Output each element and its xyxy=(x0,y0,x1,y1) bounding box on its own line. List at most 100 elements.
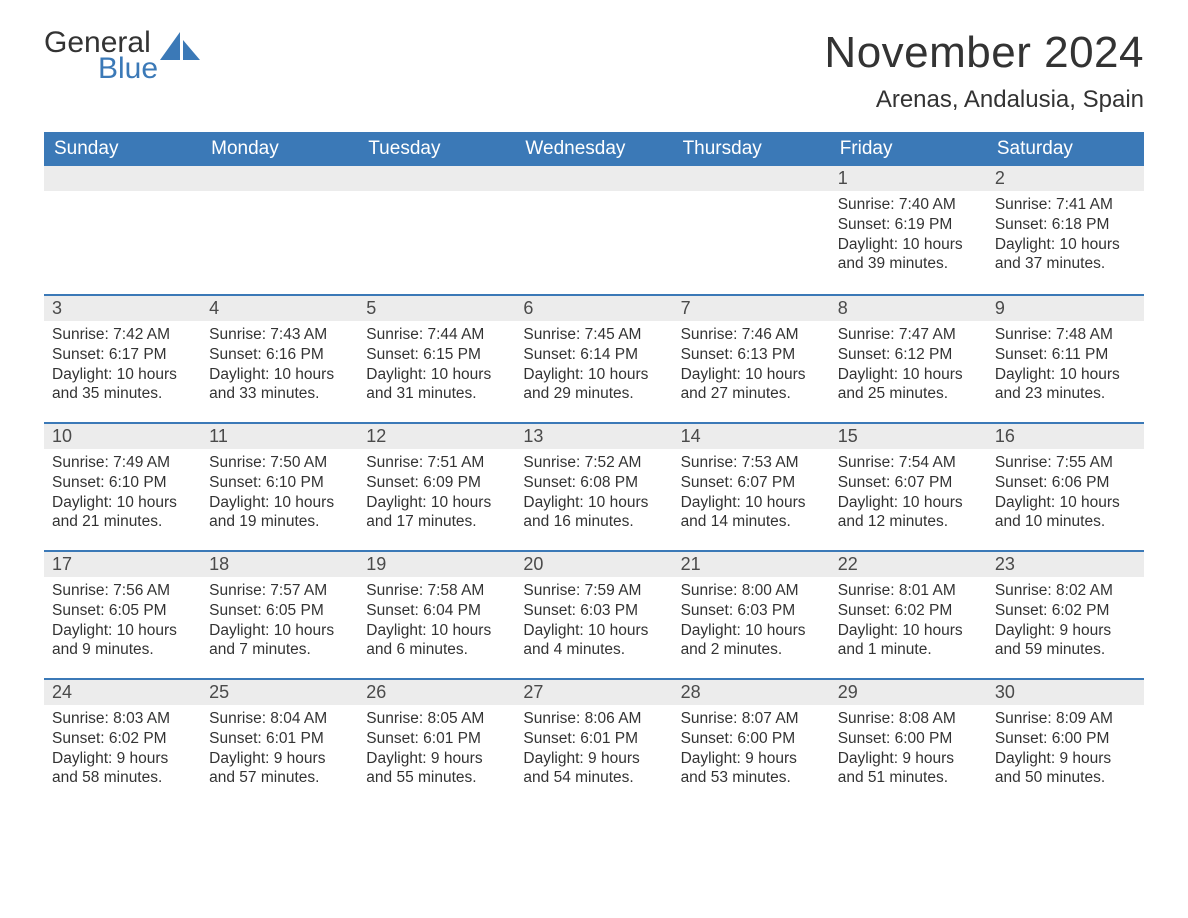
calendar-cell: 11Sunrise: 7:50 AMSunset: 6:10 PMDayligh… xyxy=(201,422,358,550)
calendar-cell xyxy=(515,166,672,294)
calendar-row: 17Sunrise: 7:56 AMSunset: 6:05 PMDayligh… xyxy=(44,550,1144,678)
day-number-bar: 7 xyxy=(673,294,830,321)
day-number-bar: 10 xyxy=(44,422,201,449)
sunrise-text: Sunrise: 8:07 AM xyxy=(681,709,822,729)
calendar-cell: 1Sunrise: 7:40 AMSunset: 6:19 PMDaylight… xyxy=(830,166,987,294)
sunset-text: Sunset: 6:02 PM xyxy=(52,729,193,749)
daylight-text: Daylight: 9 hours and 51 minutes. xyxy=(838,749,979,789)
day-details: Sunrise: 7:45 AMSunset: 6:14 PMDaylight:… xyxy=(515,321,672,412)
sunset-text: Sunset: 6:02 PM xyxy=(838,601,979,621)
sunrise-text: Sunrise: 7:55 AM xyxy=(995,453,1136,473)
calendar-cell: 19Sunrise: 7:58 AMSunset: 6:04 PMDayligh… xyxy=(358,550,515,678)
weekday-header: Thursday xyxy=(673,132,830,166)
sunset-text: Sunset: 6:08 PM xyxy=(523,473,664,493)
sunset-text: Sunset: 6:00 PM xyxy=(995,729,1136,749)
daylight-text: Daylight: 10 hours and 12 minutes. xyxy=(838,493,979,533)
day-details: Sunrise: 7:51 AMSunset: 6:09 PMDaylight:… xyxy=(358,449,515,540)
daylight-text: Daylight: 9 hours and 57 minutes. xyxy=(209,749,350,789)
sunrise-text: Sunrise: 8:08 AM xyxy=(838,709,979,729)
day-number-bar: 22 xyxy=(830,550,987,577)
sunrise-text: Sunrise: 7:51 AM xyxy=(366,453,507,473)
daylight-text: Daylight: 9 hours and 54 minutes. xyxy=(523,749,664,789)
sunrise-text: Sunrise: 7:52 AM xyxy=(523,453,664,473)
day-details: Sunrise: 7:54 AMSunset: 6:07 PMDaylight:… xyxy=(830,449,987,540)
calendar-cell: 27Sunrise: 8:06 AMSunset: 6:01 PMDayligh… xyxy=(515,678,672,806)
sunrise-text: Sunrise: 7:49 AM xyxy=(52,453,193,473)
daylight-text: Daylight: 10 hours and 33 minutes. xyxy=(209,365,350,405)
day-number-bar xyxy=(44,166,201,191)
day-details: Sunrise: 7:55 AMSunset: 6:06 PMDaylight:… xyxy=(987,449,1144,540)
sunset-text: Sunset: 6:04 PM xyxy=(366,601,507,621)
calendar-cell xyxy=(201,166,358,294)
day-number-bar: 4 xyxy=(201,294,358,321)
daylight-text: Daylight: 10 hours and 17 minutes. xyxy=(366,493,507,533)
sunrise-text: Sunrise: 8:03 AM xyxy=(52,709,193,729)
day-details: Sunrise: 7:40 AMSunset: 6:19 PMDaylight:… xyxy=(830,191,987,282)
daylight-text: Daylight: 10 hours and 27 minutes. xyxy=(681,365,822,405)
sunset-text: Sunset: 6:10 PM xyxy=(52,473,193,493)
calendar-cell: 18Sunrise: 7:57 AMSunset: 6:05 PMDayligh… xyxy=(201,550,358,678)
day-number-bar: 5 xyxy=(358,294,515,321)
weekday-header: Monday xyxy=(201,132,358,166)
day-number-bar: 21 xyxy=(673,550,830,577)
calendar-cell: 16Sunrise: 7:55 AMSunset: 6:06 PMDayligh… xyxy=(987,422,1144,550)
month-title: November 2024 xyxy=(824,28,1144,78)
sunset-text: Sunset: 6:05 PM xyxy=(209,601,350,621)
sunrise-text: Sunrise: 7:47 AM xyxy=(838,325,979,345)
day-details: Sunrise: 7:43 AMSunset: 6:16 PMDaylight:… xyxy=(201,321,358,412)
sunset-text: Sunset: 6:16 PM xyxy=(209,345,350,365)
daylight-text: Daylight: 9 hours and 55 minutes. xyxy=(366,749,507,789)
day-number-bar: 18 xyxy=(201,550,358,577)
sunrise-text: Sunrise: 7:42 AM xyxy=(52,325,193,345)
sunset-text: Sunset: 6:19 PM xyxy=(838,215,979,235)
day-number-bar: 27 xyxy=(515,678,672,705)
day-details: Sunrise: 7:50 AMSunset: 6:10 PMDaylight:… xyxy=(201,449,358,540)
sunrise-text: Sunrise: 8:00 AM xyxy=(681,581,822,601)
day-details: Sunrise: 7:52 AMSunset: 6:08 PMDaylight:… xyxy=(515,449,672,540)
sunset-text: Sunset: 6:14 PM xyxy=(523,345,664,365)
day-number-bar: 26 xyxy=(358,678,515,705)
day-details: Sunrise: 8:03 AMSunset: 6:02 PMDaylight:… xyxy=(44,705,201,796)
daylight-text: Daylight: 10 hours and 10 minutes. xyxy=(995,493,1136,533)
sunset-text: Sunset: 6:01 PM xyxy=(523,729,664,749)
weekday-header: Friday xyxy=(830,132,987,166)
sunrise-text: Sunrise: 7:57 AM xyxy=(209,581,350,601)
sunrise-text: Sunrise: 7:44 AM xyxy=(366,325,507,345)
sunset-text: Sunset: 6:07 PM xyxy=(681,473,822,493)
location-subtitle: Arenas, Andalusia, Spain xyxy=(824,86,1144,114)
calendar-row: 10Sunrise: 7:49 AMSunset: 6:10 PMDayligh… xyxy=(44,422,1144,550)
sunrise-text: Sunrise: 8:01 AM xyxy=(838,581,979,601)
calendar-cell: 14Sunrise: 7:53 AMSunset: 6:07 PMDayligh… xyxy=(673,422,830,550)
day-number-bar: 9 xyxy=(987,294,1144,321)
calendar-cell: 28Sunrise: 8:07 AMSunset: 6:00 PMDayligh… xyxy=(673,678,830,806)
sunset-text: Sunset: 6:12 PM xyxy=(838,345,979,365)
day-details: Sunrise: 7:59 AMSunset: 6:03 PMDaylight:… xyxy=(515,577,672,668)
day-number-bar: 23 xyxy=(987,550,1144,577)
day-number-bar: 29 xyxy=(830,678,987,705)
calendar-body: 1Sunrise: 7:40 AMSunset: 6:19 PMDaylight… xyxy=(44,166,1144,806)
day-number-bar: 15 xyxy=(830,422,987,449)
day-number-bar: 1 xyxy=(830,166,987,191)
sunset-text: Sunset: 6:11 PM xyxy=(995,345,1136,365)
weekday-header: Saturday xyxy=(987,132,1144,166)
day-details: Sunrise: 7:41 AMSunset: 6:18 PMDaylight:… xyxy=(987,191,1144,282)
day-number-bar: 11 xyxy=(201,422,358,449)
day-number-bar: 3 xyxy=(44,294,201,321)
daylight-text: Daylight: 10 hours and 19 minutes. xyxy=(209,493,350,533)
weekday-header: Tuesday xyxy=(358,132,515,166)
calendar-cell: 20Sunrise: 7:59 AMSunset: 6:03 PMDayligh… xyxy=(515,550,672,678)
sunrise-text: Sunrise: 7:45 AM xyxy=(523,325,664,345)
sunrise-text: Sunrise: 8:09 AM xyxy=(995,709,1136,729)
sunrise-text: Sunrise: 7:54 AM xyxy=(838,453,979,473)
day-details: Sunrise: 7:49 AMSunset: 6:10 PMDaylight:… xyxy=(44,449,201,540)
day-details: Sunrise: 7:57 AMSunset: 6:05 PMDaylight:… xyxy=(201,577,358,668)
day-number-bar: 2 xyxy=(987,166,1144,191)
daylight-text: Daylight: 10 hours and 14 minutes. xyxy=(681,493,822,533)
sunset-text: Sunset: 6:07 PM xyxy=(838,473,979,493)
day-details: Sunrise: 7:58 AMSunset: 6:04 PMDaylight:… xyxy=(358,577,515,668)
logo-text-block: General Blue xyxy=(44,28,158,84)
sunrise-text: Sunrise: 7:40 AM xyxy=(838,195,979,215)
sunset-text: Sunset: 6:17 PM xyxy=(52,345,193,365)
sunset-text: Sunset: 6:03 PM xyxy=(681,601,822,621)
day-details: Sunrise: 8:02 AMSunset: 6:02 PMDaylight:… xyxy=(987,577,1144,668)
